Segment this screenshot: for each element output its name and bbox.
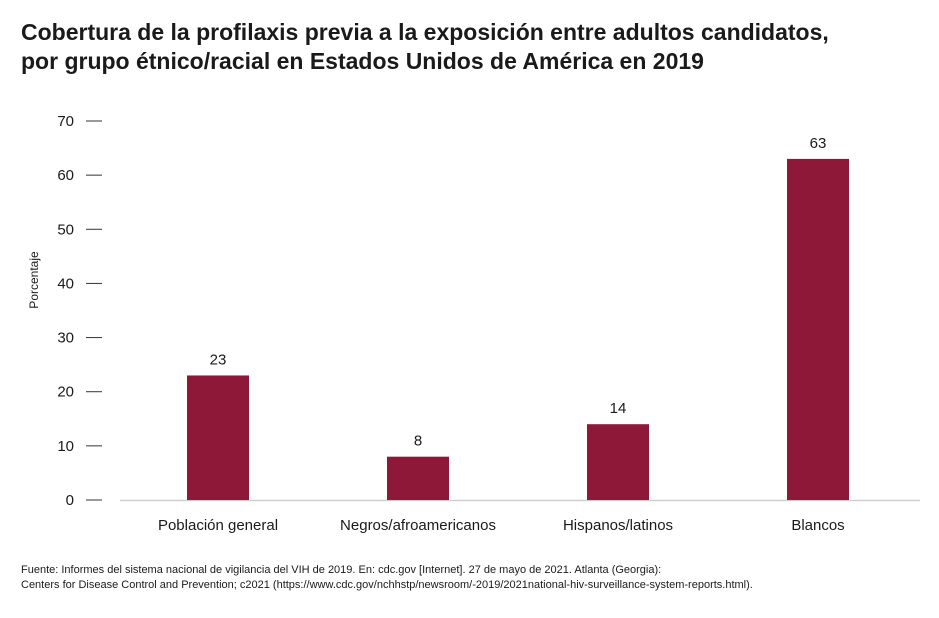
x-tick-label: Blancos [791,517,844,534]
source-line-1: Fuente: Informes del sistema nacional de… [21,564,662,576]
bar [787,158,849,500]
y-axis-label: Porcentaje [27,251,41,309]
bar-data-label: 8 [414,433,422,450]
y-axis: 0 10 20 30 40 50 60 70 [57,113,102,509]
y-tick-label: 60 [57,167,74,184]
y-tick-label: 20 [57,384,74,401]
chart-title: Cobertura de la profilaxis previa a la e… [21,18,921,76]
bar-data-label: 23 [210,351,227,368]
bar-data-label: 63 [810,135,827,152]
bar [387,456,449,500]
y-tick-label: 70 [57,113,74,130]
y-tick-label: 10 [57,438,74,455]
x-tick-label: Negros/afroamericanos [340,517,496,534]
x-tick-label: Hispanos/latinos [563,517,673,534]
source-note: Fuente: Informes del sistema nacional de… [21,563,931,593]
y-tick-label: 50 [57,221,74,238]
source-line-2: Centers for Disease Control and Preventi… [21,579,753,591]
chart-title-line-1: Cobertura de la profilaxis previa a la e… [21,19,829,45]
x-axis: Población general Negros/afroamericanos Hi… [120,499,920,534]
bar [587,424,649,500]
x-tick-label: Población general [158,517,278,534]
bar [187,375,249,500]
y-tick-label: 40 [57,275,74,292]
y-tick-label: 0 [66,492,74,509]
bar-data-label: 14 [610,400,627,417]
chart-title-line-2: por grupo étnico/racial en Estados Unido… [21,48,704,74]
bars: 23 8 14 63 [187,135,849,500]
bar-chart: 0 10 20 30 40 50 60 70 Población general Negros/… [27,113,920,534]
y-tick-label: 30 [57,330,74,347]
